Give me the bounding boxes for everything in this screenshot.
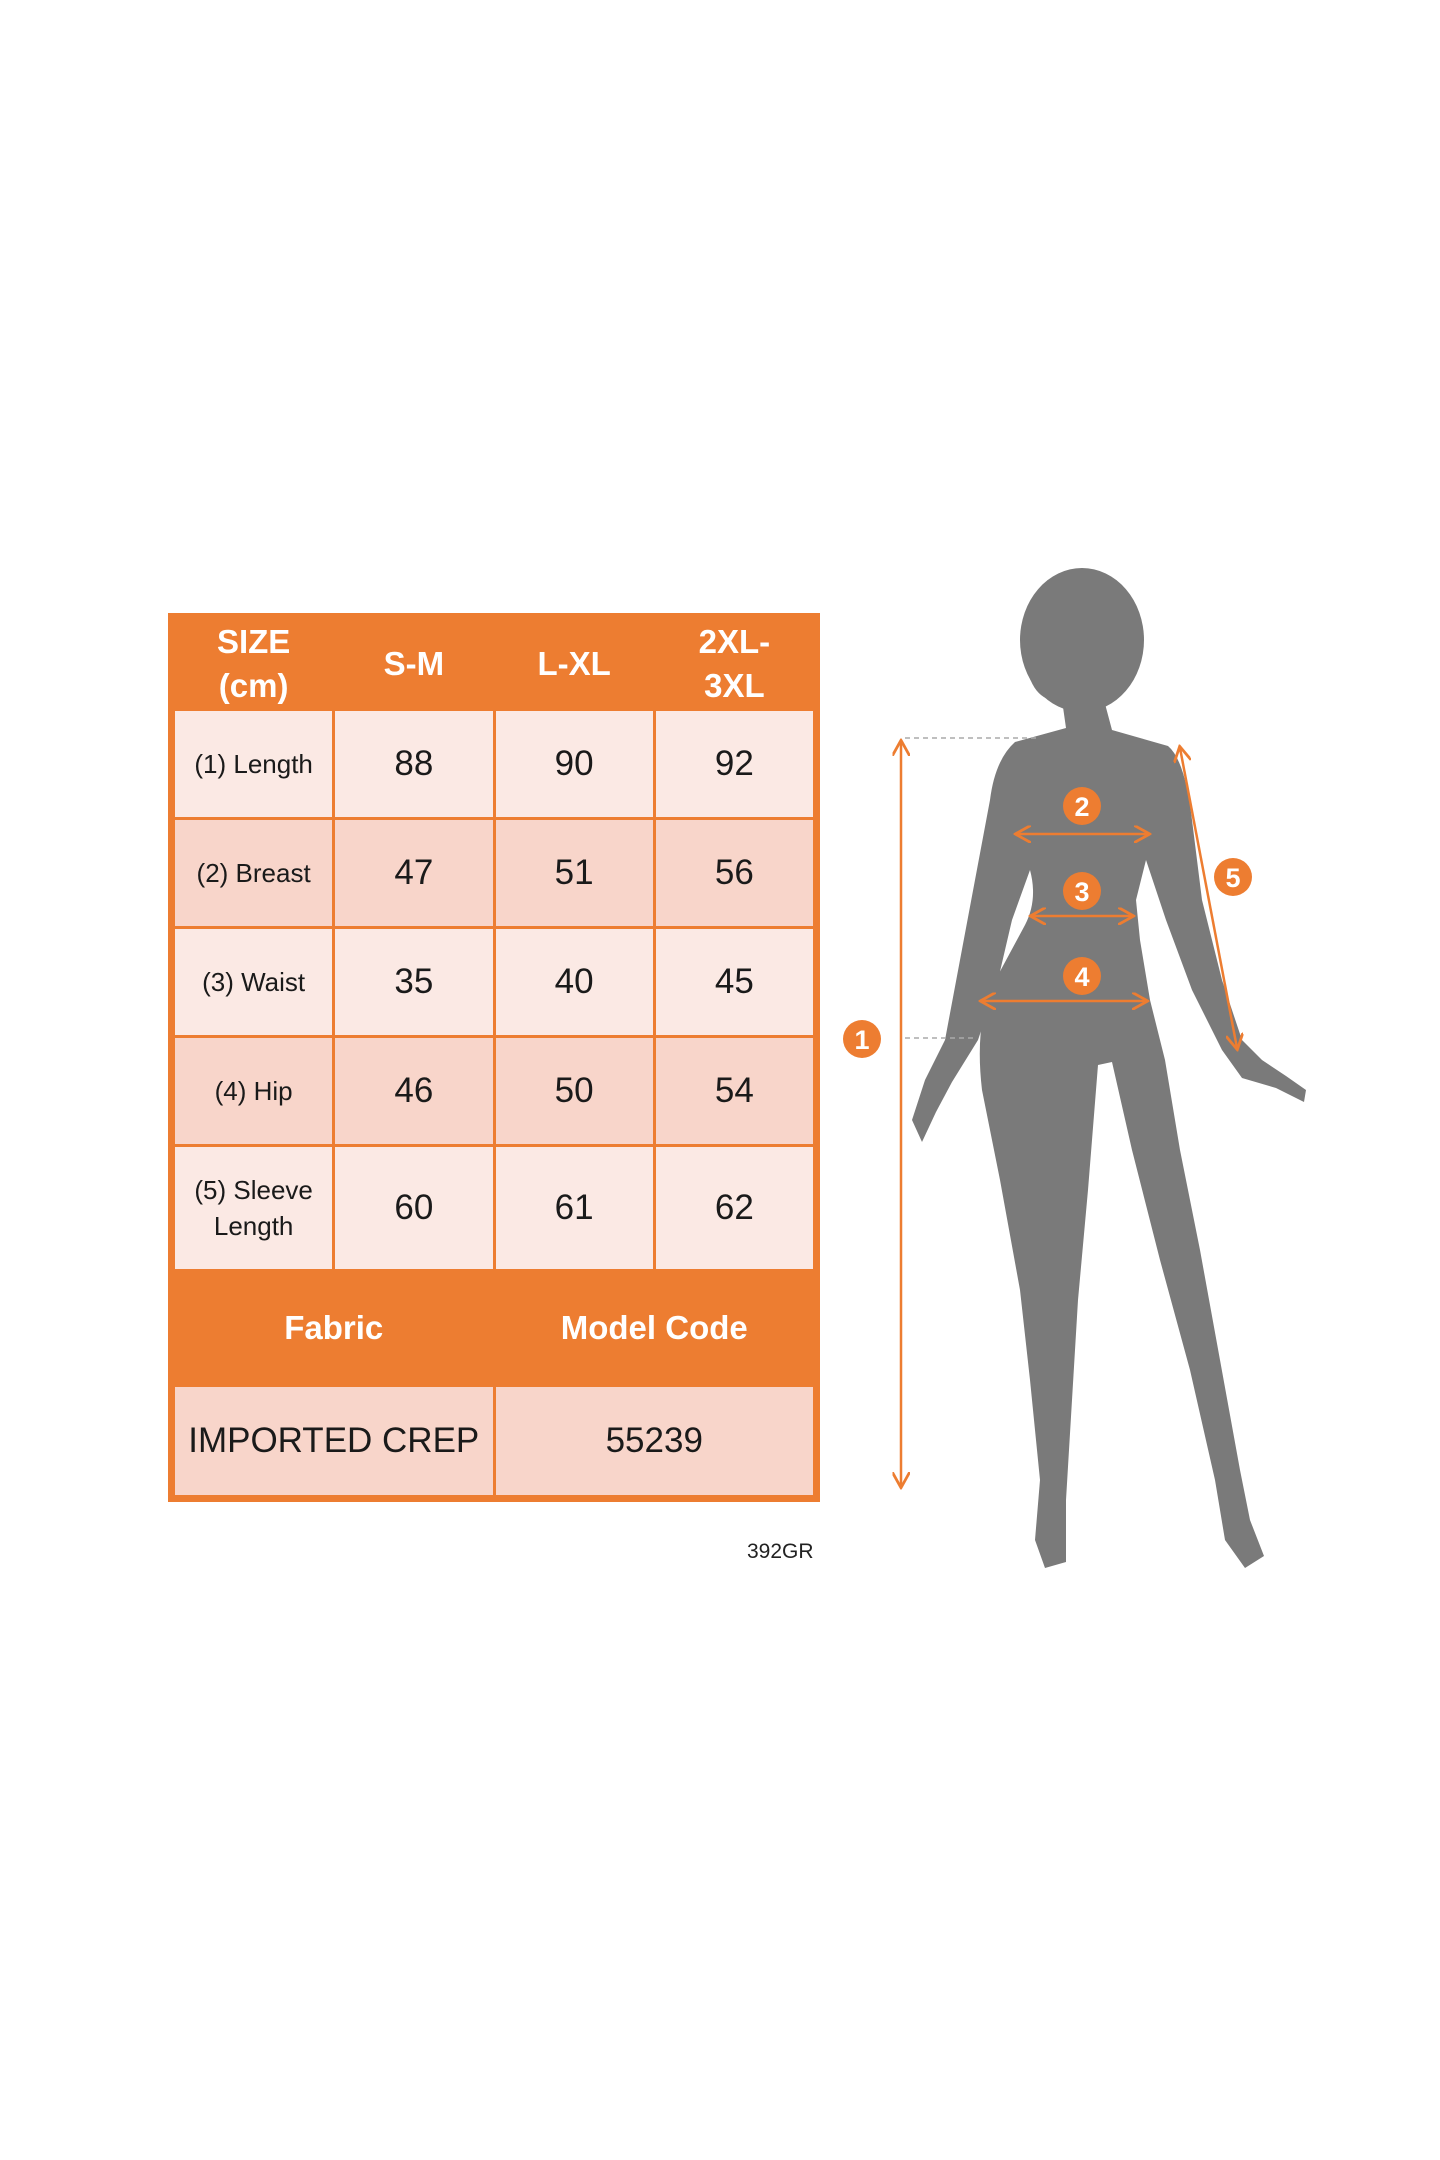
- row-label: (2) Breast: [171, 817, 336, 929]
- marker-4: 4: [1063, 957, 1101, 995]
- cell: 60: [332, 1144, 496, 1272]
- cell: 47: [332, 817, 496, 929]
- label-line: Length: [213, 1211, 294, 1241]
- table-row: (1) Length 88 90 92: [171, 708, 817, 820]
- cell: 46: [332, 1035, 496, 1147]
- cell: 92: [652, 708, 817, 820]
- measurement-guides: [901, 737, 1237, 1486]
- cell: 35: [332, 926, 496, 1038]
- row-label: (4) Hip: [171, 1035, 336, 1147]
- cell: 56: [652, 817, 817, 929]
- silhouette: [912, 568, 1306, 1568]
- table-row: (5) Sleeve Length 60 61 62: [171, 1144, 817, 1272]
- silhouette-body: [912, 700, 1306, 1568]
- marker-5: 5: [1214, 858, 1252, 896]
- header-size: SIZE (cm): [171, 617, 336, 711]
- svg-text:5: 5: [1225, 863, 1240, 893]
- model-code-header: Model Code: [492, 1269, 816, 1387]
- svg-text:3: 3: [1074, 877, 1089, 907]
- svg-text:2: 2: [1074, 792, 1089, 822]
- header-line: SIZE: [216, 623, 291, 660]
- svg-text:1: 1: [854, 1025, 869, 1055]
- header-line: (cm): [218, 667, 289, 704]
- cell: 45: [652, 926, 817, 1038]
- fabric-header: Fabric: [172, 1269, 496, 1387]
- cell: 51: [492, 817, 656, 929]
- label-line: (5) Sleeve: [194, 1175, 313, 1205]
- marker-3: 3: [1063, 872, 1101, 910]
- size-chart-table: SIZE (cm) S-M L-XL 2XL-3XL (1) Length 88 …: [168, 613, 820, 1502]
- cell: 88: [332, 708, 496, 820]
- table-row: (2) Breast 47 51 56: [171, 817, 817, 929]
- header-l-xl: L-XL: [492, 617, 656, 711]
- sleeve-arrow: [1180, 748, 1237, 1048]
- product-code: 392GR: [747, 1540, 814, 1563]
- cell: 50: [492, 1035, 656, 1147]
- row-label: (5) Sleeve Length: [171, 1144, 336, 1272]
- silhouette-hair: [1024, 620, 1060, 700]
- table-row: (4) Hip 46 50 54: [171, 1035, 817, 1147]
- fabric-value: IMPORTED CREP: [172, 1384, 496, 1498]
- cell: 40: [492, 926, 656, 1038]
- marker-2: 2: [1063, 787, 1101, 825]
- cell: 61: [492, 1144, 656, 1272]
- row-label: (3) Waist: [171, 926, 336, 1038]
- row-label: (1) Length: [171, 708, 336, 820]
- marker-1: 1: [843, 1020, 881, 1058]
- cell: 62: [652, 1144, 817, 1272]
- svg-text:4: 4: [1074, 962, 1089, 992]
- model-code-value: 55239: [492, 1384, 816, 1498]
- header-label: 2XL-3XL: [698, 623, 771, 704]
- cell: 90: [492, 708, 656, 820]
- table-row: (3) Waist 35 40 45: [171, 926, 817, 1038]
- header-2xl-3xl: 2XL-3XL: [652, 617, 817, 711]
- cell: 54: [652, 1035, 817, 1147]
- header-s-m: S-M: [332, 617, 496, 711]
